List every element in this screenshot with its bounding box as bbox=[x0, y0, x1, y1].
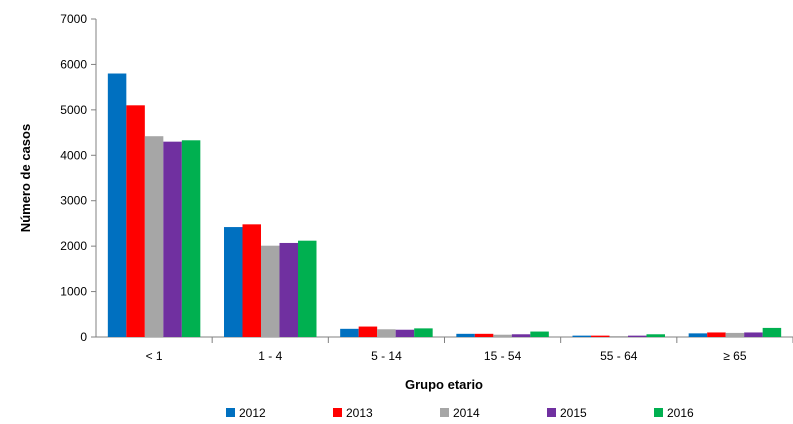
bar-2015-4 bbox=[628, 335, 647, 337]
bar-2016-5 bbox=[762, 327, 782, 337]
bar-2013-1 bbox=[242, 224, 261, 337]
bar-2014-1 bbox=[261, 245, 280, 337]
x-tick-label: < 1 bbox=[146, 349, 163, 363]
legend-swatch-2015 bbox=[547, 408, 556, 417]
bar-2012-3 bbox=[456, 333, 475, 337]
bar-2015-1 bbox=[279, 242, 298, 337]
legend-swatch-2016 bbox=[654, 408, 663, 417]
bar-2016-3 bbox=[530, 331, 549, 337]
x-tick-label: 55 - 64 bbox=[600, 349, 638, 363]
bar-2016-1 bbox=[298, 240, 317, 337]
y-tick-label: 0 bbox=[80, 330, 87, 344]
plot-area: 0 1000 2000 3000 4000 5000 6000 7000 < 1 1 - 4 5 -… bbox=[60, 12, 793, 363]
bar-2014-4 bbox=[609, 336, 628, 337]
bar-2012-0 bbox=[107, 73, 127, 337]
legend-swatch-2012 bbox=[226, 408, 235, 417]
bar-2016-0 bbox=[181, 140, 201, 337]
bar-2014-2 bbox=[377, 329, 396, 337]
legend-swatch-2014 bbox=[440, 408, 449, 417]
legend: 2012 2013 2014 2015 2016 bbox=[226, 406, 694, 420]
bar-2014-3 bbox=[493, 334, 512, 337]
bar-2012-1 bbox=[224, 227, 243, 337]
legend-label-2014: 2014 bbox=[453, 406, 480, 420]
x-axis-title: Grupo etario bbox=[405, 377, 483, 392]
legend-label-2012: 2012 bbox=[239, 406, 266, 420]
bar-2012-4 bbox=[572, 335, 591, 337]
y-axis-title: Número de casos bbox=[18, 124, 33, 232]
legend-swatch-2013 bbox=[333, 408, 342, 417]
legend-label-2015: 2015 bbox=[560, 406, 587, 420]
bar-2015-3 bbox=[511, 334, 531, 337]
bar-2012-5 bbox=[688, 333, 708, 337]
y-tick-label: 4000 bbox=[60, 148, 87, 162]
y-tick-label: 3000 bbox=[60, 194, 87, 208]
x-tick-label: ≥ 65 bbox=[723, 349, 747, 363]
bar-2015-0 bbox=[163, 141, 182, 337]
x-tick-label: 1 - 4 bbox=[258, 349, 282, 363]
bar-2016-2 bbox=[414, 328, 433, 337]
bar-2013-5 bbox=[707, 332, 726, 337]
bar-2014-5 bbox=[725, 332, 745, 337]
bar-2013-3 bbox=[474, 333, 494, 337]
bar-2015-2 bbox=[395, 329, 415, 337]
bar-2013-4 bbox=[591, 335, 610, 337]
bar-2014-0 bbox=[144, 136, 164, 337]
bar-2012-2 bbox=[340, 328, 359, 337]
y-tick-label: 1000 bbox=[60, 285, 87, 299]
bar-2015-5 bbox=[744, 332, 763, 337]
bar-2013-0 bbox=[126, 105, 145, 337]
y-tick-label: 6000 bbox=[60, 57, 87, 71]
y-tick-label: 7000 bbox=[60, 12, 87, 26]
x-tick-label: 5 - 14 bbox=[371, 349, 402, 363]
y-tick-label: 5000 bbox=[60, 103, 87, 117]
x-tick-label: 15 - 54 bbox=[484, 349, 522, 363]
legend-label-2016: 2016 bbox=[667, 406, 694, 420]
bar-2016-4 bbox=[646, 334, 665, 337]
legend-label-2013: 2013 bbox=[346, 406, 373, 420]
bar-2013-2 bbox=[358, 326, 378, 337]
y-tick-label: 2000 bbox=[60, 239, 87, 253]
